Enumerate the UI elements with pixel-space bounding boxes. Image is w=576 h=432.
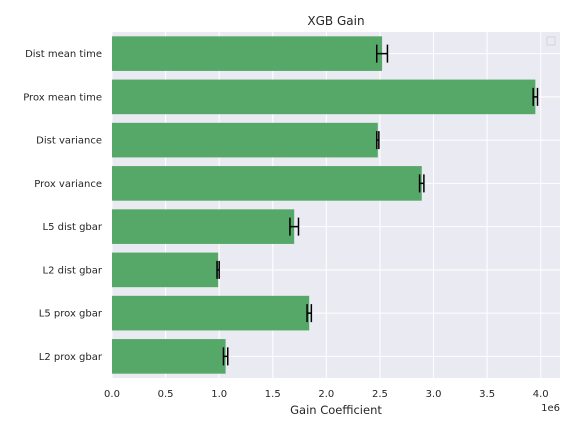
error-bar bbox=[375, 44, 389, 63]
bars bbox=[112, 36, 536, 374]
y-tick-label: Prox mean time bbox=[23, 92, 102, 103]
bar bbox=[112, 79, 536, 115]
bar bbox=[112, 252, 219, 288]
x-axis-offset-label: 1e6 bbox=[541, 403, 560, 414]
y-tick-label: Dist variance bbox=[36, 136, 102, 147]
y-tick-label: L5 prox gbar bbox=[39, 309, 103, 320]
x-tick-label: 2.0 bbox=[318, 389, 334, 400]
x-tick-label: 2.5 bbox=[372, 389, 388, 400]
bar bbox=[112, 122, 378, 158]
error-bar bbox=[222, 347, 229, 366]
bar bbox=[112, 209, 295, 244]
y-tick-labels: Dist mean time Prox mean time Dist varianc… bbox=[23, 49, 103, 363]
y-tick-label: Dist mean time bbox=[25, 49, 102, 60]
y-tick-label: Prox variance bbox=[34, 179, 102, 190]
x-tick-label: 1.5 bbox=[265, 389, 281, 400]
error-bar bbox=[306, 304, 313, 323]
legend-box bbox=[546, 36, 556, 46]
error-bar bbox=[289, 217, 300, 236]
bar bbox=[112, 295, 310, 331]
y-tick-label: L5 dist gbar bbox=[43, 222, 103, 233]
error-bar bbox=[375, 131, 380, 150]
x-tick-label: 1.0 bbox=[211, 389, 227, 400]
chart-title: XGB Gain bbox=[307, 14, 364, 28]
bar bbox=[112, 339, 226, 374]
error-bar bbox=[532, 87, 539, 106]
error-bar bbox=[216, 260, 220, 279]
bar bbox=[112, 166, 422, 201]
y-tick-label: L2 prox gbar bbox=[39, 352, 103, 363]
bar bbox=[112, 36, 383, 71]
x-axis-label: Gain Coefficient bbox=[290, 403, 382, 417]
error-bar bbox=[418, 174, 425, 193]
y-tick-label: L2 dist gbar bbox=[43, 265, 103, 276]
x-tick-label: 3.5 bbox=[479, 389, 495, 400]
x-tick-label: 0.0 bbox=[104, 389, 120, 400]
error-bars bbox=[216, 44, 539, 366]
x-tick-labels: 0.0 0.5 1.0 1.5 2.0 2.5 3.0 3.5 4.0 bbox=[104, 389, 549, 400]
x-tick-label: 4.0 bbox=[533, 389, 549, 400]
x-tick-label: 0.5 bbox=[158, 389, 174, 400]
x-tick-label: 3.0 bbox=[426, 389, 442, 400]
